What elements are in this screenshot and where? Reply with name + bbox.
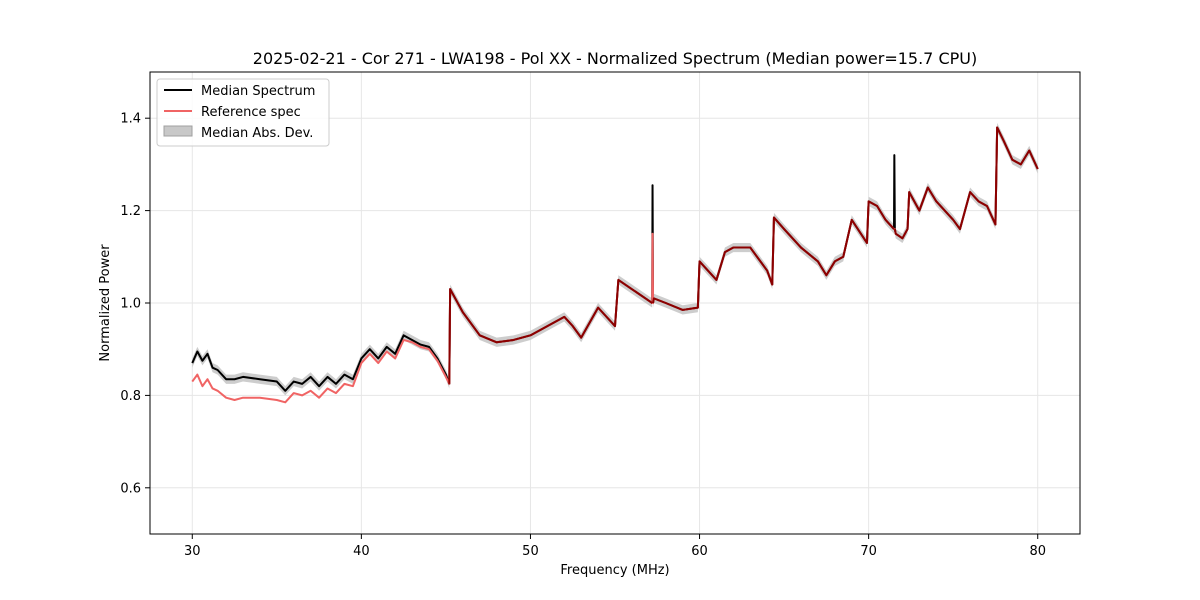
legend-mad-label: Median Abs. Dev. [201,126,313,141]
legend-reference-label: Reference spec [201,105,301,120]
y-tick-label: 0.8 [120,389,141,404]
chart-title: 2025-02-21 - Cor 271 - LWA198 - Pol XX -… [253,49,977,68]
series-overlap [893,126,1039,240]
y-tick-label: 0.6 [120,481,141,496]
series-overlap [652,200,895,311]
y-axis-label: Normalized Power [98,244,113,362]
y-tick-label: 1.4 [120,112,141,127]
x-axis-ticks: 30 40 50 60 70 80 [184,534,1046,559]
grid [150,72,1080,534]
legend-box [156,78,330,147]
x-tick-label: 40 [353,544,370,559]
plot-area [191,122,1039,404]
x-tick-label: 30 [184,544,201,559]
y-tick-label: 1.0 [120,297,141,312]
legend: Median Spectrum Reference spec Median Ab… [156,78,330,147]
x-axis-label: Frequency (MHz) [560,563,669,578]
y-tick-label: 1.2 [120,204,141,219]
x-tick-label: 70 [860,544,877,559]
legend-mad-swatch [163,125,193,137]
x-tick-label: 80 [1029,544,1046,559]
y-axis-ticks: 0.6 0.8 1.0 1.2 1.4 [120,112,150,496]
x-tick-label: 60 [691,544,708,559]
series-overlap [448,278,653,384]
x-tick-label: 50 [522,544,539,559]
legend-median-label: Median Spectrum [201,84,315,99]
